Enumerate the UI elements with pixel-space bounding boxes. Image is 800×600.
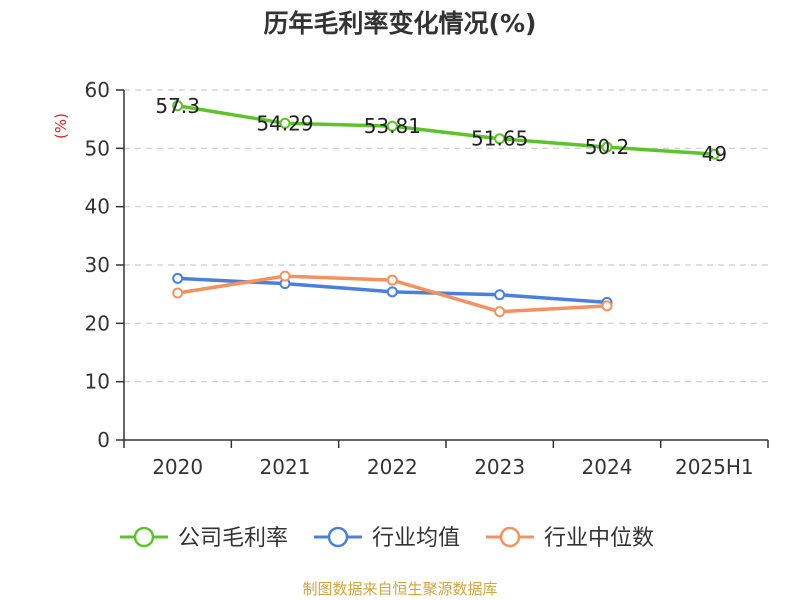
y-tick-label: 0 bbox=[97, 428, 110, 452]
x-tick-label: 2024 bbox=[582, 455, 633, 479]
y-tick-label: 60 bbox=[85, 78, 110, 102]
data-point bbox=[386, 274, 398, 286]
legend-marker bbox=[327, 526, 349, 548]
y-tick-label: 20 bbox=[85, 311, 110, 335]
chart-title: 历年毛利率变化情况(%) bbox=[263, 9, 537, 38]
data-label: 57.3 bbox=[155, 94, 200, 118]
data-point bbox=[386, 286, 398, 298]
data-point bbox=[172, 287, 184, 299]
data-label: 50.2 bbox=[585, 135, 630, 159]
axes: 0 10 20 30 40 50 60 (%) 2020 2021 2022 2023 2024 2025… bbox=[52, 78, 769, 479]
x-tick-label: 2025H1 bbox=[675, 455, 754, 479]
y-tick-label: 30 bbox=[85, 253, 110, 277]
legend-marker bbox=[499, 526, 521, 548]
data-label: 49 bbox=[702, 142, 727, 166]
legend-label: 行业均值 bbox=[372, 526, 460, 551]
data-point bbox=[601, 300, 613, 312]
data-point bbox=[494, 306, 506, 318]
legend-marker bbox=[133, 526, 155, 548]
data-point bbox=[172, 100, 184, 112]
x-tick-label: 2021 bbox=[260, 455, 311, 479]
x-tick-label: 2020 bbox=[152, 455, 203, 479]
series-lines bbox=[172, 100, 720, 318]
x-tick-label: 2023 bbox=[474, 455, 525, 479]
x-tick-label: 2022 bbox=[367, 455, 418, 479]
data-point bbox=[172, 272, 184, 284]
legend-label: 行业中位数 bbox=[544, 526, 654, 551]
source-note: 制图数据来自恒生聚源数据库 bbox=[302, 580, 498, 598]
legend: 公司毛利率 行业均值 行业中位数 bbox=[120, 526, 654, 551]
data-point bbox=[279, 270, 291, 282]
y-axis-unit-label: (%) bbox=[52, 113, 70, 139]
y-tick-label: 50 bbox=[85, 136, 110, 160]
data-point bbox=[279, 117, 291, 129]
legend-label: 公司毛利率 bbox=[178, 526, 288, 551]
data-label: 54.29 bbox=[256, 111, 313, 135]
data-point bbox=[601, 141, 613, 153]
data-label: 51.65 bbox=[471, 127, 528, 151]
data-point bbox=[494, 289, 506, 301]
y-tick-label: 40 bbox=[85, 195, 110, 219]
data-label: 53.81 bbox=[364, 114, 421, 138]
y-tick-label: 10 bbox=[85, 370, 110, 394]
data-point bbox=[708, 148, 720, 160]
grid-lines bbox=[124, 89, 768, 383]
series-line-0 bbox=[175, 104, 717, 156]
data-point bbox=[386, 120, 398, 132]
data-point bbox=[494, 133, 506, 145]
data-labels: 57.3 54.29 53.81 51.65 50.2 49 bbox=[155, 94, 727, 166]
